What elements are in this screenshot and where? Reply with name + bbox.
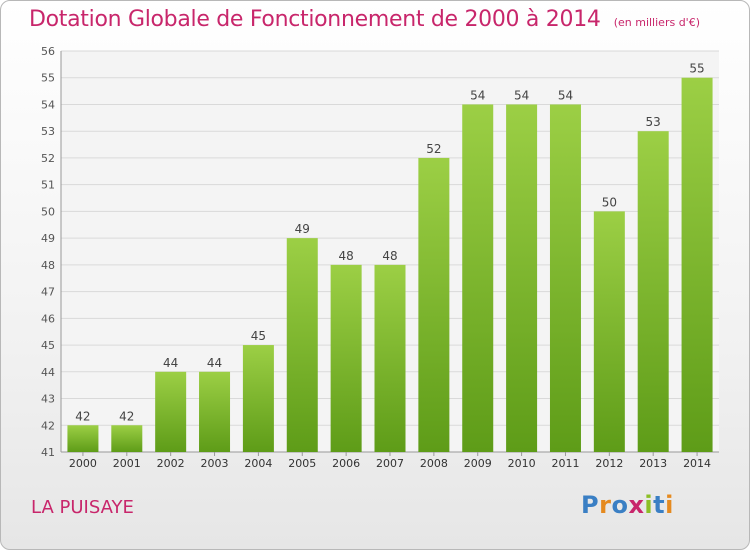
y-tick-label: 46 — [41, 312, 55, 325]
bar — [637, 131, 669, 452]
logo-letter: i — [665, 491, 674, 519]
data-label: 44 — [163, 356, 178, 370]
x-tick-label: 2012 — [595, 457, 623, 470]
x-tick-label: 2009 — [464, 457, 492, 470]
x-tick-label: 2011 — [551, 457, 579, 470]
x-tick-label: 2007 — [376, 457, 404, 470]
data-label: 50 — [602, 195, 617, 209]
data-label: 42 — [75, 409, 90, 423]
bar — [462, 104, 494, 452]
x-tick-label: 2005 — [288, 457, 316, 470]
x-tick-label: 2002 — [157, 457, 185, 470]
chart-title: Dotation Globale de Fonctionnement de 20… — [29, 7, 601, 32]
bar — [155, 371, 187, 452]
x-tick-label: 2006 — [332, 457, 360, 470]
x-tick-label: 2000 — [69, 457, 97, 470]
logo-letter: i — [644, 491, 654, 519]
y-tick-label: 53 — [41, 125, 55, 138]
bar — [286, 238, 318, 452]
y-tick-label: 55 — [41, 72, 55, 85]
x-tick-label: 2014 — [683, 457, 711, 470]
chart-header: Dotation Globale de Fonctionnement de 20… — [29, 7, 700, 32]
bar — [242, 345, 274, 452]
x-tick-label: 2003 — [201, 457, 229, 470]
data-label: 54 — [514, 88, 529, 102]
bar — [418, 157, 450, 452]
data-label: 48 — [382, 249, 397, 263]
data-label: 42 — [119, 409, 134, 423]
y-tick-label: 43 — [41, 393, 55, 406]
y-tick-label: 51 — [41, 179, 55, 192]
x-tick-label: 2004 — [244, 457, 272, 470]
logo-letter: o — [611, 491, 629, 519]
data-label: 52 — [426, 142, 441, 156]
y-tick-label: 41 — [41, 446, 55, 459]
x-tick-label: 2013 — [639, 457, 667, 470]
data-label: 55 — [689, 62, 704, 76]
chart-unit: (en milliers d'€) — [613, 16, 700, 29]
city-name: LA PUISAYE — [31, 497, 134, 518]
y-tick-label: 52 — [41, 152, 55, 165]
y-tick-label: 42 — [41, 419, 55, 432]
logo-letter: x — [628, 491, 645, 519]
data-label: 54 — [558, 88, 573, 102]
bar — [330, 264, 362, 452]
y-tick-label: 44 — [41, 366, 55, 379]
logo-letter: P — [581, 491, 600, 519]
bar — [199, 371, 231, 452]
y-tick-label: 50 — [41, 205, 55, 218]
y-tick-label: 47 — [41, 286, 55, 299]
y-tick-label: 54 — [41, 98, 55, 111]
x-tick-label: 2010 — [508, 457, 536, 470]
data-label: 53 — [646, 115, 661, 129]
y-tick-label: 45 — [41, 339, 55, 352]
bar — [593, 211, 625, 452]
data-label: 54 — [470, 88, 485, 102]
data-label: 48 — [338, 249, 353, 263]
bar — [67, 425, 99, 452]
bar — [374, 264, 406, 452]
y-tick-label: 49 — [41, 232, 55, 245]
x-tick-label: 2001 — [113, 457, 141, 470]
y-tick-label: 48 — [41, 259, 55, 272]
x-tick-label: 2008 — [420, 457, 448, 470]
logo-letter: r — [599, 491, 612, 519]
bar — [681, 77, 713, 452]
data-label: 44 — [207, 356, 222, 370]
logo-letter: t — [653, 491, 666, 519]
y-tick-label: 56 — [41, 45, 55, 58]
proxiti-logo: Proxiti — [581, 491, 674, 519]
data-label: 45 — [251, 329, 266, 343]
bar — [111, 425, 143, 452]
data-label: 49 — [295, 222, 310, 236]
bar — [506, 104, 538, 452]
bar — [549, 104, 581, 452]
